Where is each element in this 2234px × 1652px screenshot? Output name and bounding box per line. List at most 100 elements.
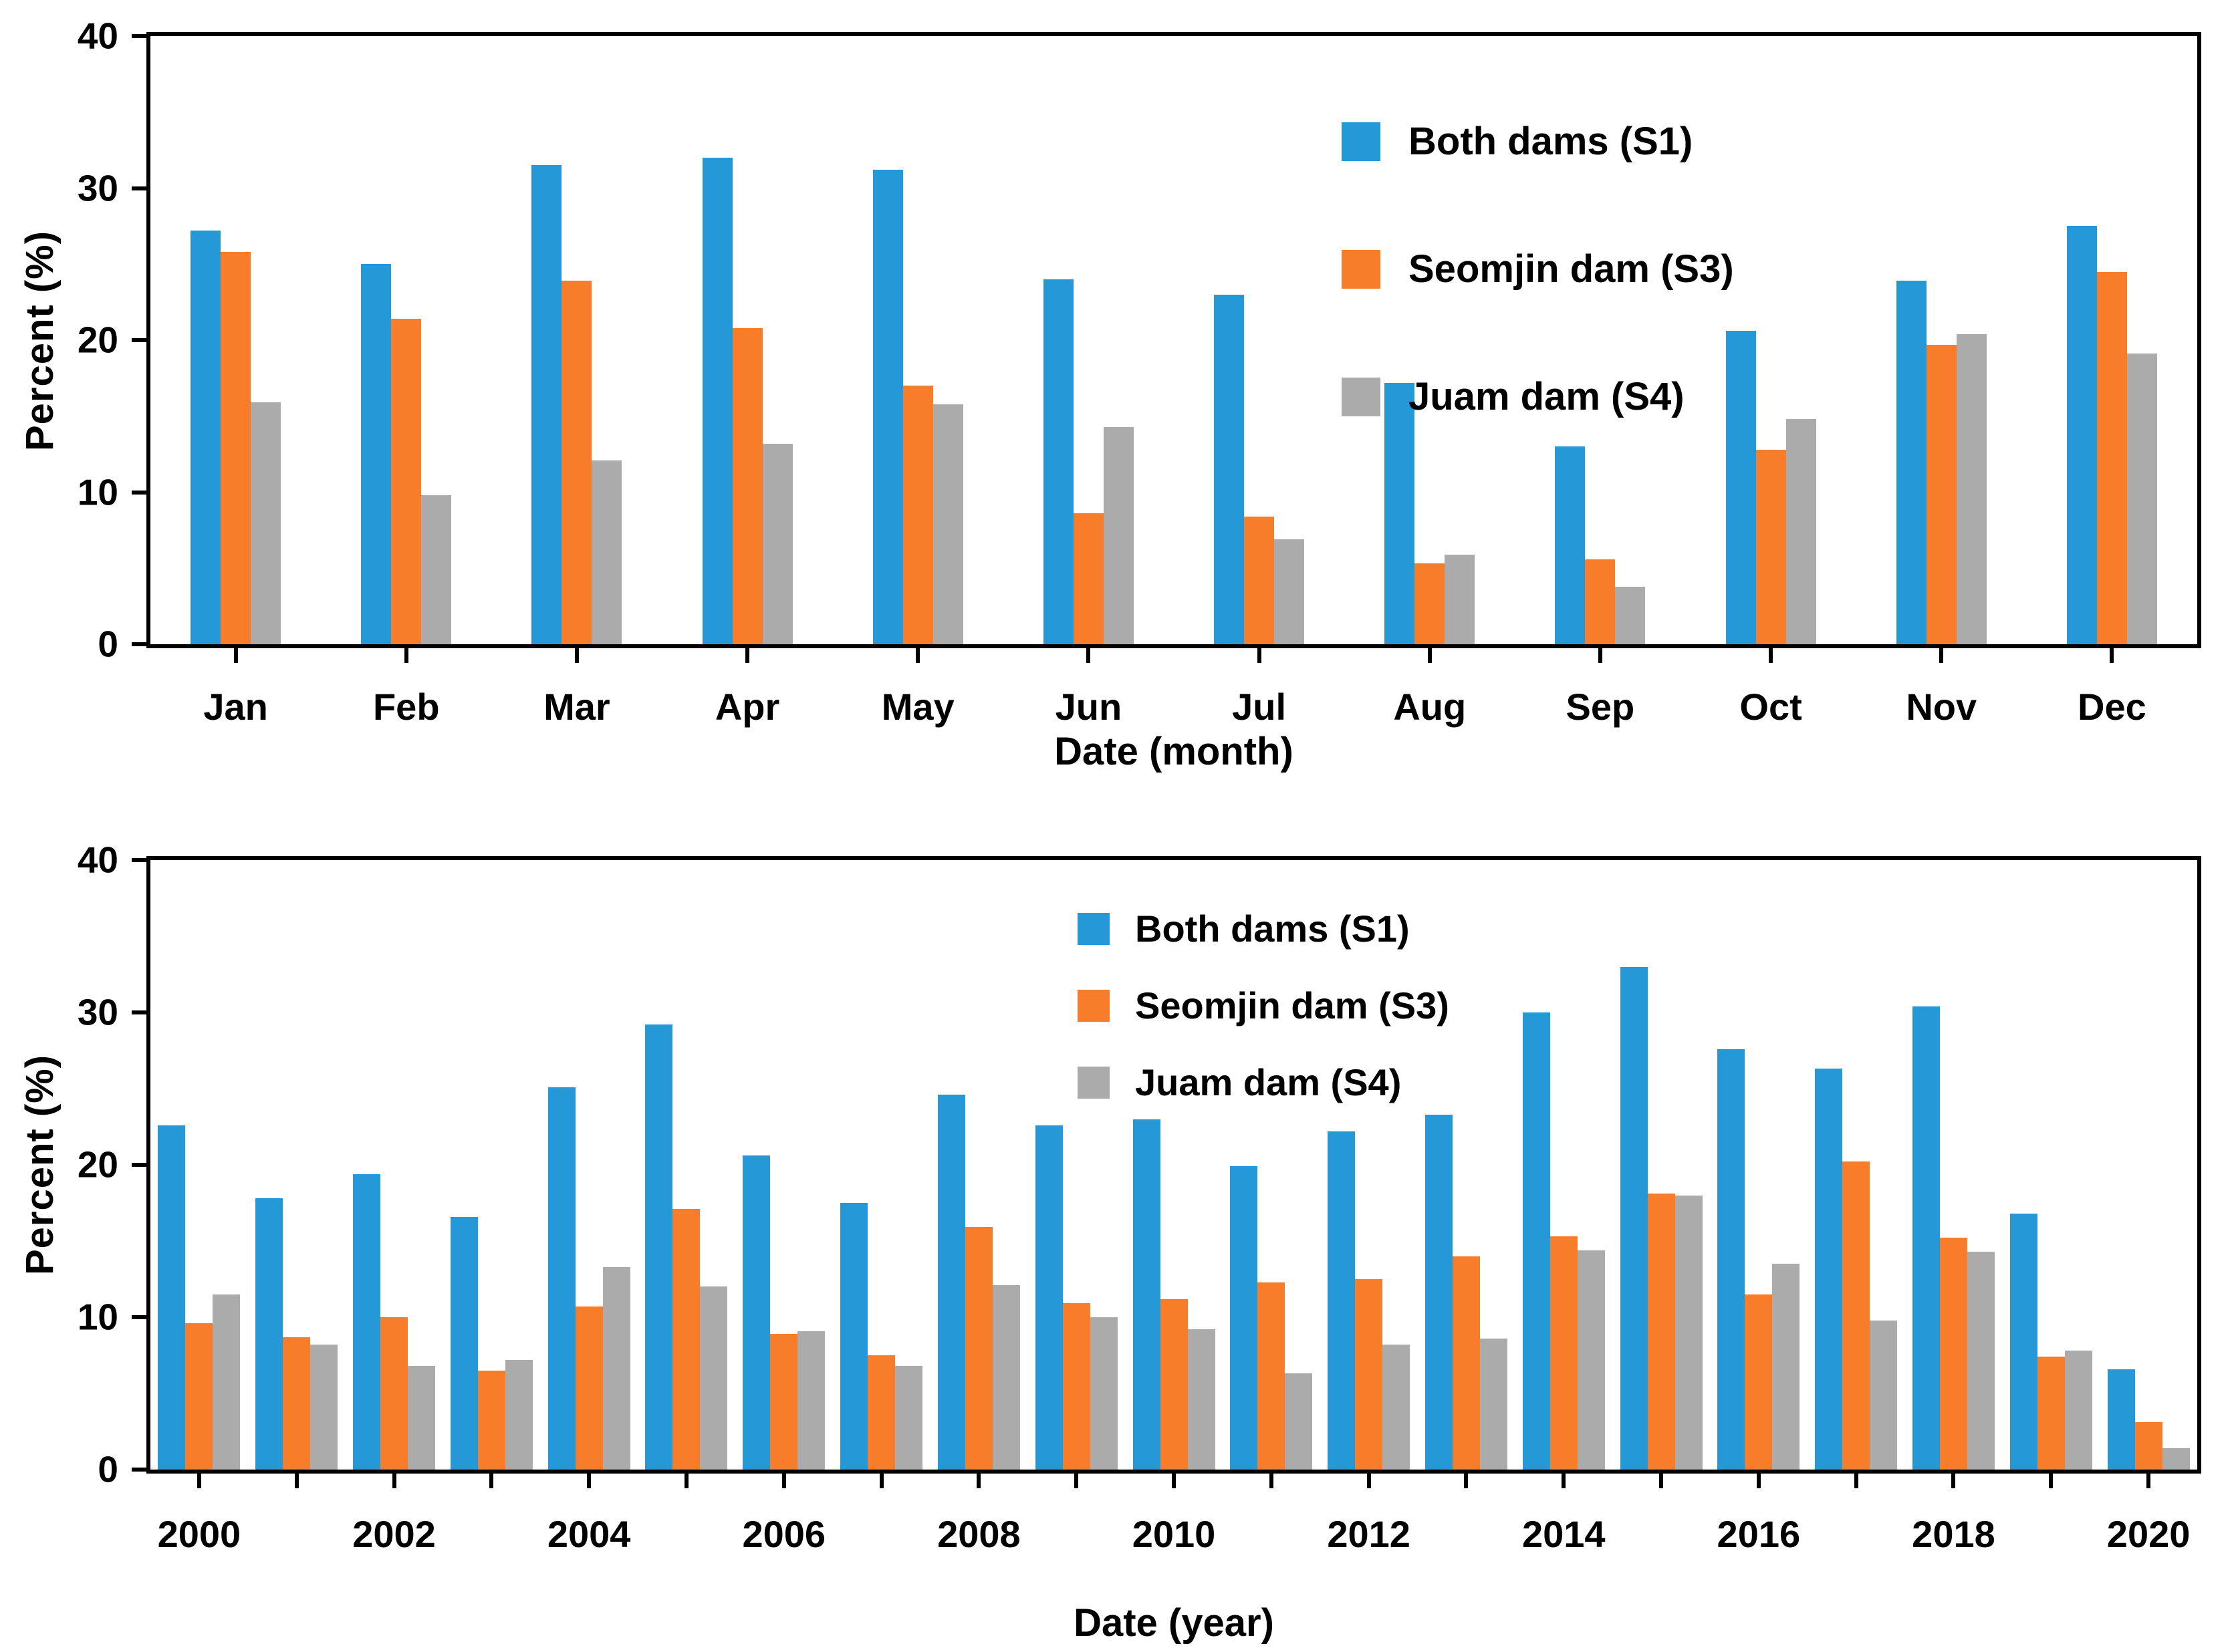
legend-swatch-juam bbox=[1078, 1067, 1110, 1099]
plot-area bbox=[146, 856, 2201, 1474]
bar-seomjin-dam-s3--Feb bbox=[391, 319, 422, 644]
legend-swatch-seomjin bbox=[1078, 990, 1110, 1022]
bar-both-dams-s1--2006 bbox=[743, 1155, 771, 1470]
y-axis-tick bbox=[132, 186, 146, 190]
bar-juam-dam-s4--2020 bbox=[2162, 1448, 2190, 1470]
x-tick-label: Dec bbox=[2078, 686, 2146, 728]
x-axis-tick bbox=[916, 648, 920, 663]
x-tick-label: Oct bbox=[1739, 686, 1802, 728]
x-axis-tick bbox=[197, 1474, 201, 1488]
x-axis-tick bbox=[1086, 648, 1091, 663]
x-tick-label: 2020 bbox=[2106, 1513, 2191, 1555]
legend-swatch-both bbox=[1078, 913, 1110, 945]
legend-label: Juam dam (S4) bbox=[1408, 375, 1685, 418]
x-tick-label: Jul bbox=[1232, 686, 1287, 728]
x-axis-tick bbox=[1756, 1474, 1761, 1488]
x-axis-tick bbox=[1598, 648, 1602, 663]
y-axis-tick bbox=[132, 1010, 146, 1014]
bar-both-dams-s1--Dec bbox=[2066, 226, 2097, 644]
y-tick-label: 0 bbox=[98, 623, 118, 665]
legend-item: Juam dam (S4) bbox=[1078, 1064, 1401, 1101]
y-axis-tick bbox=[132, 34, 146, 38]
bar-seomjin-dam-s3--Sep bbox=[1585, 559, 1616, 644]
legend-swatch-both bbox=[1342, 122, 1380, 161]
bar-juam-dam-s4--2006 bbox=[797, 1331, 826, 1470]
bar-both-dams-s1--2003 bbox=[450, 1216, 478, 1470]
bar-both-dams-s1--2010 bbox=[1132, 1119, 1160, 1470]
bar-juam-dam-s4--2007 bbox=[895, 1365, 923, 1470]
bar-both-dams-s1--May bbox=[872, 170, 903, 644]
y-tick-label: 0 bbox=[98, 1448, 118, 1490]
y-axis-tick bbox=[132, 338, 146, 342]
bar-both-dams-s1--2001 bbox=[255, 1198, 283, 1470]
bar-seomjin-dam-s3--Aug bbox=[1414, 563, 1445, 644]
bar-juam-dam-s4--Jun bbox=[1103, 426, 1134, 644]
x-axis-tick bbox=[745, 648, 750, 663]
x-tick-label: Apr bbox=[715, 686, 780, 728]
bar-both-dams-s1--Nov bbox=[1896, 281, 1927, 644]
bar-both-dams-s1--Aug bbox=[1384, 382, 1415, 644]
x-axis-tick bbox=[587, 1474, 592, 1488]
x-tick-label: Mar bbox=[543, 686, 610, 728]
x-axis-tick bbox=[781, 1474, 786, 1488]
bar-juam-dam-s4--2016 bbox=[1772, 1264, 1800, 1470]
x-tick-label: Aug bbox=[1393, 686, 1467, 728]
x-axis-tick bbox=[489, 1474, 494, 1488]
bar-both-dams-s1--Jul bbox=[1214, 294, 1245, 644]
bar-both-dams-s1--2009 bbox=[1035, 1125, 1063, 1470]
y-axis-tick bbox=[132, 858, 146, 862]
bar-seomjin-dam-s3--2005 bbox=[672, 1209, 701, 1470]
bar-seomjin-dam-s3--2013 bbox=[1452, 1256, 1480, 1470]
bar-juam-dam-s4--2019 bbox=[2064, 1351, 2092, 1470]
bar-juam-dam-s4--Mar bbox=[592, 460, 622, 644]
y-tick-label: 30 bbox=[77, 991, 118, 1033]
y-tick-label: 40 bbox=[77, 15, 118, 57]
bar-juam-dam-s4--2014 bbox=[1577, 1250, 1605, 1470]
bar-juam-dam-s4--2009 bbox=[1090, 1317, 1118, 1470]
bar-seomjin-dam-s3--2010 bbox=[1160, 1298, 1188, 1470]
x-tick-label: 2012 bbox=[1327, 1513, 1410, 1555]
bar-juam-dam-s4--Dec bbox=[2126, 354, 2157, 644]
bar-seomjin-dam-s3--2017 bbox=[1842, 1161, 1870, 1470]
bar-both-dams-s1--2017 bbox=[1815, 1069, 1843, 1470]
x-axis-tick bbox=[392, 1474, 396, 1488]
bar-seomjin-dam-s3--Oct bbox=[1755, 449, 1786, 644]
x-tick-label: May bbox=[881, 686, 955, 728]
bar-juam-dam-s4--Nov bbox=[1956, 333, 1987, 644]
x-axis-tick bbox=[294, 1474, 299, 1488]
bar-juam-dam-s4--2002 bbox=[408, 1365, 436, 1470]
bar-juam-dam-s4--2001 bbox=[310, 1345, 338, 1470]
x-axis-tick bbox=[2110, 648, 2114, 663]
bar-seomjin-dam-s3--May bbox=[902, 386, 933, 644]
bar-seomjin-dam-s3--Mar bbox=[562, 281, 592, 644]
bar-seomjin-dam-s3--2009 bbox=[1062, 1303, 1090, 1470]
bar-seomjin-dam-s3--2018 bbox=[1939, 1238, 1967, 1470]
plot-area bbox=[146, 32, 2201, 648]
bar-juam-dam-s4--2010 bbox=[1187, 1329, 1215, 1470]
y-axis-tick bbox=[132, 1163, 146, 1167]
x-axis-tick bbox=[1951, 1474, 1956, 1488]
bar-both-dams-s1--2012 bbox=[1328, 1131, 1356, 1470]
x-tick-label: Jun bbox=[1055, 686, 1122, 728]
bar-juam-dam-s4--Jan bbox=[251, 402, 281, 644]
bar-both-dams-s1--Mar bbox=[531, 165, 562, 644]
x-axis-tick bbox=[1562, 1474, 1566, 1488]
bar-seomjin-dam-s3--2007 bbox=[868, 1355, 896, 1470]
legend-label: Seomjin dam (S3) bbox=[1135, 984, 1449, 1026]
x-axis-tick bbox=[1366, 1474, 1371, 1488]
bar-both-dams-s1--2005 bbox=[645, 1024, 673, 1470]
bar-both-dams-s1--2015 bbox=[1620, 966, 1648, 1470]
bar-juam-dam-s4--Sep bbox=[1615, 586, 1646, 644]
bar-both-dams-s1--2007 bbox=[840, 1203, 868, 1470]
bar-seomjin-dam-s3--2004 bbox=[575, 1306, 603, 1470]
x-axis-tick bbox=[1257, 648, 1261, 663]
x-axis-tick bbox=[684, 1474, 689, 1488]
bar-seomjin-dam-s3--2019 bbox=[2037, 1357, 2065, 1470]
bar-seomjin-dam-s3--2012 bbox=[1355, 1279, 1383, 1470]
bar-juam-dam-s4--Aug bbox=[1445, 554, 1475, 644]
x-tick-label: 2014 bbox=[1521, 1513, 1606, 1555]
bar-both-dams-s1--2016 bbox=[1717, 1049, 1745, 1470]
x-axis-tick bbox=[1769, 648, 1773, 663]
